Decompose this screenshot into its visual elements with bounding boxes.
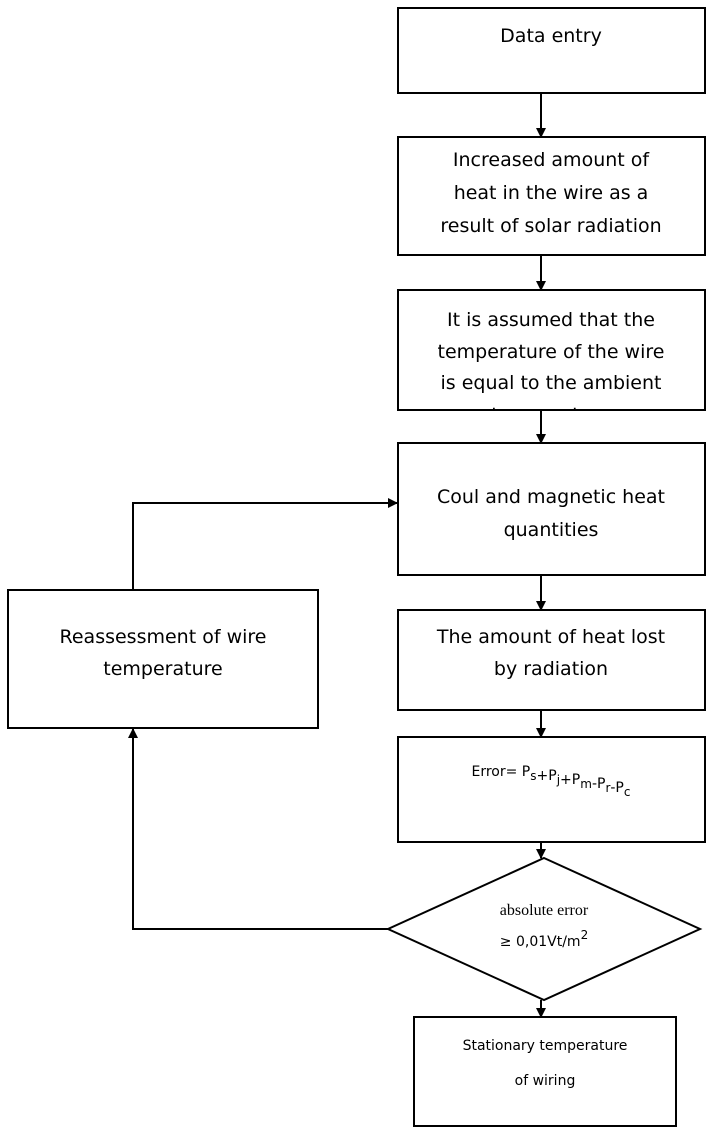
node-label: Stationary temperature xyxy=(463,1038,628,1054)
node-label: Data entry xyxy=(500,25,602,47)
formula-sub: s xyxy=(530,769,536,783)
node-label: quantities xyxy=(504,519,599,541)
formula-text: -P xyxy=(592,776,606,792)
threshold-sup: 2 xyxy=(581,928,589,942)
formula-sub: m xyxy=(580,777,592,791)
box-radiation-loss xyxy=(397,609,706,711)
box-result xyxy=(413,1016,677,1127)
formula-sub: r xyxy=(605,781,610,795)
formula-text: +P xyxy=(560,772,580,788)
node-label: It is assumed that the xyxy=(447,309,655,331)
node-label: Coul and magnetic heat xyxy=(437,486,665,508)
labels: Data entry Increased amount of heat in the… xyxy=(60,25,666,1089)
node-label: temperature of the wire xyxy=(438,341,665,363)
threshold: ≥ 0,01Vt/m2 xyxy=(500,928,588,950)
formula-text: -P xyxy=(610,780,624,796)
node-label: of wiring xyxy=(515,1073,576,1089)
loop-arrow xyxy=(132,498,398,590)
node-label: temperature xyxy=(491,404,610,426)
node-label: is equal to the ambient xyxy=(441,372,662,394)
node-label: Increased amount of xyxy=(453,149,650,171)
formula-text: +P xyxy=(537,768,557,784)
decision-diamond xyxy=(385,856,703,1002)
box-solar-heat xyxy=(397,136,706,256)
node-label: heat in the wire as a xyxy=(454,182,649,204)
box-assumption xyxy=(397,289,706,411)
box-coul-magnetic xyxy=(397,442,706,576)
loop-arrow xyxy=(128,728,388,930)
formula: Error= Ps+Pj+Pm-Pr-Pc xyxy=(472,764,631,799)
node-label: The amount of heat lost xyxy=(436,626,665,648)
node-label: temperature xyxy=(103,658,222,680)
node-label: result of solar radiation xyxy=(440,215,661,237)
box-data-entry xyxy=(397,7,706,94)
threshold-text: ≥ 0,01Vt/m xyxy=(500,934,581,950)
node-label: by radiation xyxy=(494,658,608,680)
box-error xyxy=(397,736,706,843)
node-label: absolute error xyxy=(500,902,589,919)
formula-text: Error= P xyxy=(472,764,531,780)
formula-sub: c xyxy=(624,785,631,799)
node-label: Reassessment of wire xyxy=(60,626,267,648)
box-reassessment xyxy=(7,589,319,729)
formula-sub: j xyxy=(556,773,560,787)
